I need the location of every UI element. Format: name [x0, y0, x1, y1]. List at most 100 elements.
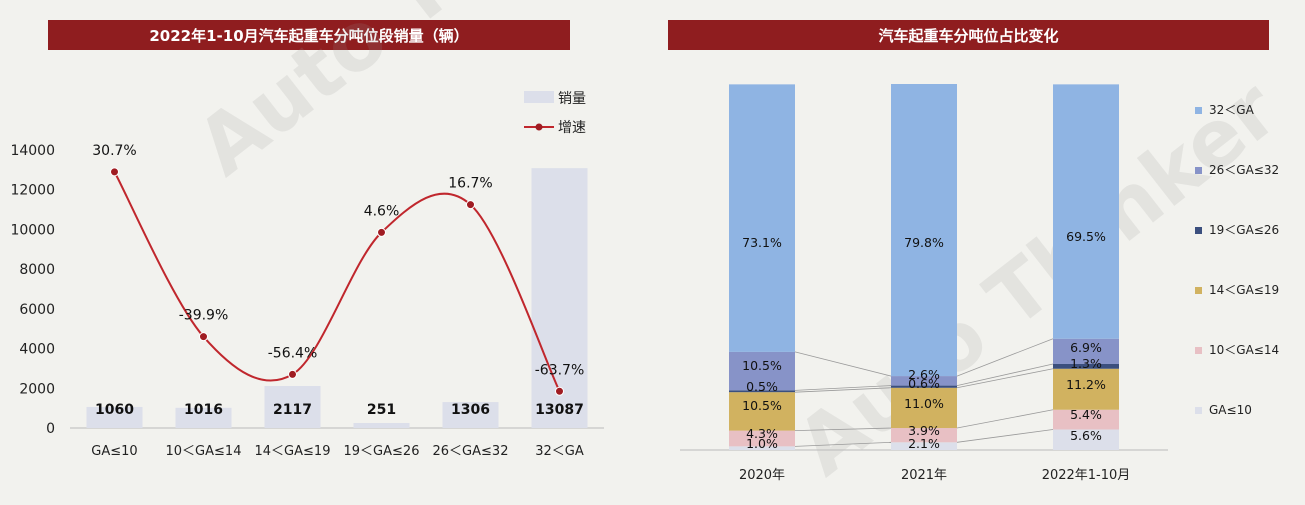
right-legend-swatch — [1195, 107, 1202, 114]
series-connector — [794, 427, 892, 432]
stack-seg-2-4 — [1053, 338, 1119, 364]
segment-label: 73.1% — [742, 235, 782, 250]
bar-value-label: 1060 — [95, 402, 134, 418]
growth-label: 4.6% — [364, 203, 400, 219]
x-category-label: GA≤10 — [91, 444, 137, 459]
right-legend-swatch — [1195, 287, 1202, 294]
segment-label: 11.2% — [1066, 377, 1106, 392]
bar-5 — [531, 168, 588, 428]
growth-point-0 — [110, 167, 119, 177]
segment-label: 2.6% — [908, 367, 940, 382]
x-category-label: 10＜GA≤14 — [166, 444, 242, 459]
series-connector — [794, 351, 892, 377]
y-tick-label: 8000 — [19, 262, 55, 278]
right-category-label: 2020年 — [739, 468, 785, 483]
growth-label: 16.7% — [448, 176, 492, 192]
right-legend-label: 10＜GA≤14 — [1209, 343, 1279, 357]
series-connector — [794, 441, 892, 447]
stack-seg-2-3 — [1053, 363, 1119, 369]
legend-bar-swatch — [524, 91, 554, 103]
right-category-label: 2022年1-10月 — [1042, 468, 1131, 483]
stack-seg-0-2 — [729, 392, 795, 431]
stack-seg-2-5 — [1053, 84, 1119, 339]
stack-seg-0-5 — [729, 84, 795, 352]
stack-seg-1-4 — [891, 376, 957, 386]
segment-label: 1.0% — [746, 436, 778, 451]
series-connector — [956, 338, 1054, 377]
series-connector — [956, 429, 1054, 443]
y-tick-label: 14000 — [10, 143, 55, 159]
segment-label: 0.6% — [908, 376, 940, 391]
y-tick-label: 6000 — [19, 302, 55, 318]
legend-line-marker — [535, 123, 543, 131]
y-tick-label: 10000 — [10, 222, 55, 238]
legend-bar-label: 销量 — [558, 91, 586, 107]
series-connector — [956, 409, 1054, 429]
stack-seg-1-0 — [891, 442, 957, 450]
stack-seg-0-1 — [729, 430, 795, 447]
x-category-label: 26＜GA≤32 — [433, 444, 509, 459]
stack-seg-2-0 — [1053, 429, 1119, 450]
stack-seg-1-1 — [891, 428, 957, 443]
growth-label: -39.9% — [179, 308, 229, 324]
x-category-label: 32＜GA — [535, 444, 584, 459]
right-legend-swatch — [1195, 227, 1202, 234]
left-chart-title: 2022年1-10月汽车起重车分吨位段销量（辆） — [48, 20, 570, 50]
legend-line-label: 增速 — [558, 120, 586, 136]
right-legend-swatch — [1195, 167, 1202, 174]
segment-label: 79.8% — [904, 235, 944, 250]
growth-point-3 — [377, 227, 386, 237]
y-tick-label: 4000 — [19, 342, 55, 358]
series-connector — [794, 387, 892, 393]
growth-point-4 — [466, 200, 475, 210]
bar-4 — [442, 402, 499, 428]
growth-label: 30.7% — [92, 143, 136, 159]
segment-label: 10.5% — [742, 398, 782, 413]
right-legend-label: 14＜GA≤19 — [1209, 283, 1279, 297]
bar-value-label: 2117 — [273, 402, 312, 418]
segment-label: 69.5% — [1066, 229, 1106, 244]
growth-point-5 — [555, 386, 564, 396]
bar-value-label: 1016 — [184, 402, 223, 418]
series-connector — [956, 368, 1054, 389]
segment-label: 0.5% — [746, 379, 778, 394]
series-connector — [956, 363, 1054, 386]
segment-label: 2.1% — [908, 436, 940, 451]
stack-seg-1-5 — [891, 84, 957, 377]
right-legend-label: 32＜GA — [1209, 103, 1255, 117]
segment-label: 5.6% — [1070, 428, 1102, 443]
segment-label: 1.3% — [1070, 356, 1102, 371]
right-legend-label: 19＜GA≤26 — [1209, 223, 1279, 237]
segment-label: 4.3% — [746, 426, 778, 441]
growth-point-2 — [288, 369, 297, 379]
y-tick-label: 2000 — [19, 381, 55, 397]
right-legend-swatch — [1195, 347, 1202, 354]
growth-label: -63.7% — [535, 362, 585, 378]
bar-value-label: 1306 — [451, 402, 490, 418]
stack-seg-0-4 — [729, 351, 795, 391]
segment-label: 5.4% — [1070, 407, 1102, 422]
bar-value-label: 251 — [367, 402, 396, 418]
x-category-label: 19＜GA≤26 — [344, 444, 420, 459]
x-category-label: 14＜GA≤19 — [255, 444, 331, 459]
right-legend-label: GA≤10 — [1209, 403, 1252, 417]
right-legend-swatch — [1195, 407, 1202, 414]
series-connector — [794, 385, 892, 391]
y-tick-label: 0 — [46, 421, 55, 437]
segment-label: 11.0% — [904, 396, 944, 411]
growth-line — [113, 171, 561, 392]
growth-point-1 — [199, 332, 208, 342]
bar-1 — [175, 407, 232, 428]
bar-2 — [264, 385, 321, 428]
y-tick-label: 12000 — [10, 183, 55, 199]
stack-seg-2-1 — [1053, 409, 1119, 430]
right-category-label: 2021年 — [901, 468, 947, 483]
bar-0 — [86, 406, 143, 428]
stack-seg-0-0 — [729, 446, 795, 450]
segment-label: 10.5% — [742, 358, 782, 373]
stack-seg-1-3 — [891, 385, 957, 388]
bar-value-label: 13087 — [535, 402, 584, 418]
segment-label: 6.9% — [1070, 340, 1102, 355]
right-legend-label: 26＜GA≤32 — [1209, 163, 1279, 177]
